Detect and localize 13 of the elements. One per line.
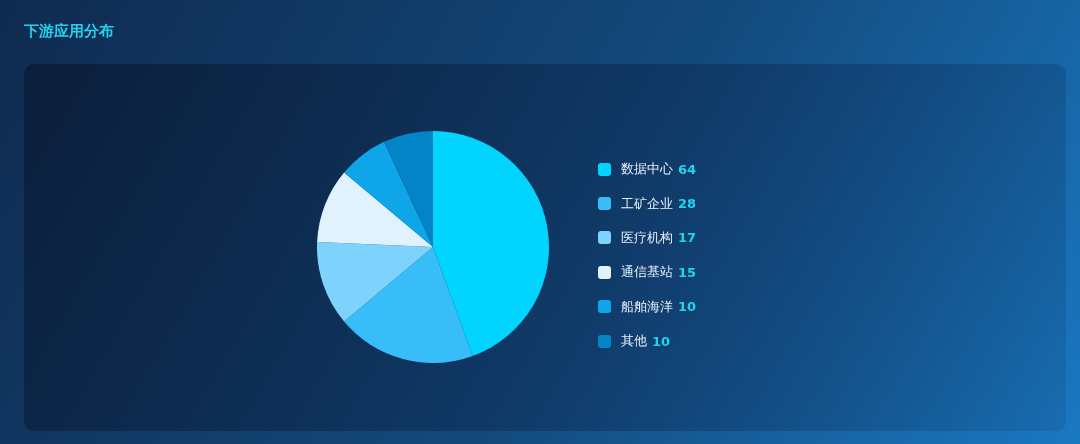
legend-label: 船舶海洋 xyxy=(621,297,673,316)
data-label: 64 xyxy=(678,161,697,177)
legend-label: 数据中心 xyxy=(621,160,673,179)
data-label: 10 xyxy=(652,333,671,349)
text: 下游应用分布 xyxy=(24,22,114,41)
data-label: 15 xyxy=(678,264,697,280)
legend-label: 医疗机构 xyxy=(621,228,673,247)
data-label: 10 xyxy=(678,299,697,315)
legend-label: 其他 xyxy=(621,332,647,351)
data-label: 17 xyxy=(678,230,697,246)
legend-label: 工矿企业 xyxy=(621,194,673,213)
legend-label: 通信基站 xyxy=(621,263,673,282)
data-label: 28 xyxy=(678,196,697,212)
